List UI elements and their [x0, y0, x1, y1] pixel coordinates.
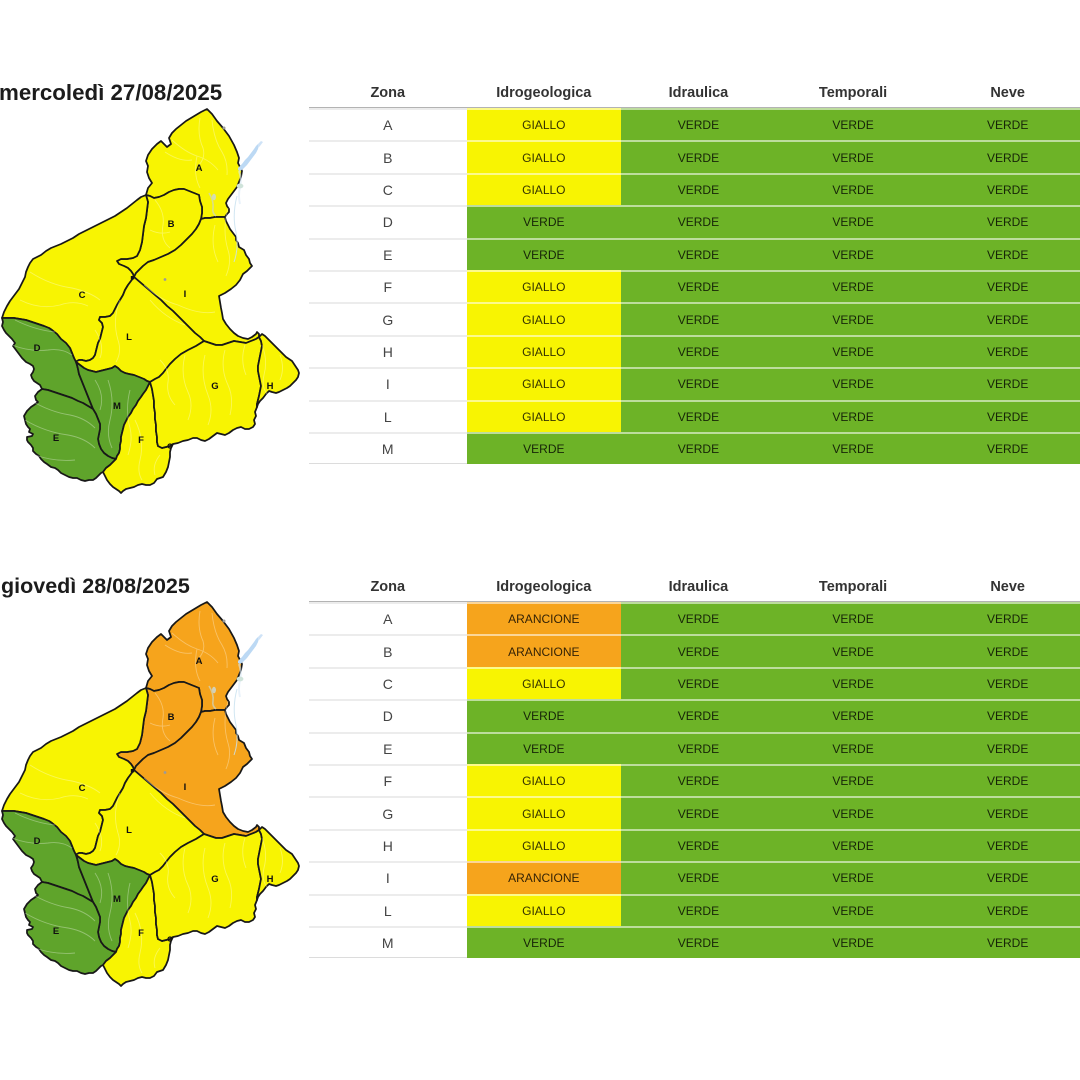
- svg-text:C: C: [79, 290, 86, 301]
- svg-text:A: A: [196, 163, 203, 174]
- svg-text:M: M: [113, 401, 121, 412]
- svg-text:H: H: [267, 381, 274, 392]
- svg-text:G: G: [211, 381, 218, 392]
- svg-text:E: E: [53, 433, 59, 444]
- svg-text:B: B: [168, 219, 175, 230]
- svg-text:I: I: [184, 289, 187, 300]
- svg-text:D: D: [34, 343, 41, 354]
- svg-text:L: L: [126, 332, 132, 343]
- svg-text:F: F: [138, 435, 144, 446]
